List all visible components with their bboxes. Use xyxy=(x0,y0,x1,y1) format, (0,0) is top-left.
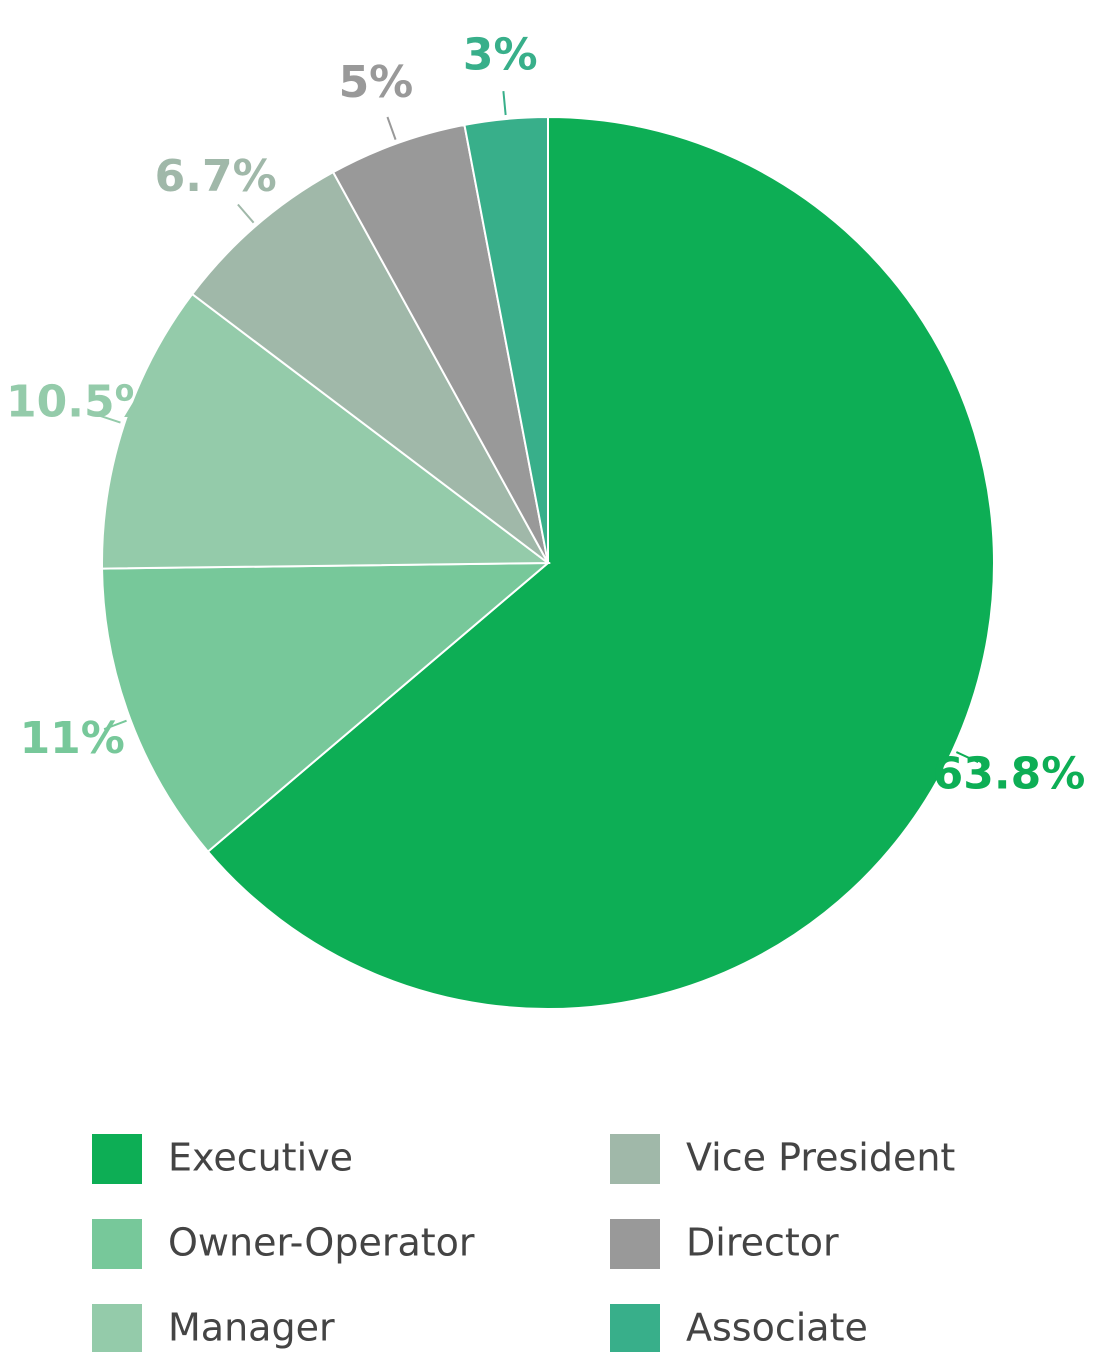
leader-line xyxy=(97,414,121,424)
legend-swatch xyxy=(610,1304,660,1352)
legend-swatch xyxy=(610,1134,660,1184)
legend-swatch xyxy=(610,1219,660,1269)
legend-label: Executive xyxy=(168,1136,353,1180)
leader-line xyxy=(237,203,255,224)
data-label: 6.7% xyxy=(155,151,277,202)
leader-line xyxy=(103,719,127,731)
data-label: 10.5% xyxy=(6,377,159,428)
data-label: 11% xyxy=(20,713,125,764)
legend-label: Director xyxy=(686,1221,839,1265)
data-label: 5% xyxy=(339,57,414,108)
pie-slice xyxy=(101,561,551,853)
pie-slice xyxy=(463,115,549,564)
legend-label: Owner-Operator xyxy=(168,1221,475,1265)
pie-slice xyxy=(206,115,995,1010)
legend-swatch xyxy=(92,1304,142,1352)
legend-label: Vice President xyxy=(686,1136,955,1180)
data-label: 63.8% xyxy=(933,748,1086,799)
legend-label: Associate xyxy=(686,1306,868,1350)
pie-slice xyxy=(101,292,551,570)
legend-label: Manager xyxy=(168,1306,335,1350)
legend-swatch xyxy=(92,1219,142,1269)
leader-line xyxy=(386,116,397,140)
legend-swatch xyxy=(92,1134,142,1184)
pie-slice xyxy=(190,170,549,564)
leader-line xyxy=(955,751,979,764)
leader-line xyxy=(502,91,507,116)
data-label: 3% xyxy=(463,29,538,80)
